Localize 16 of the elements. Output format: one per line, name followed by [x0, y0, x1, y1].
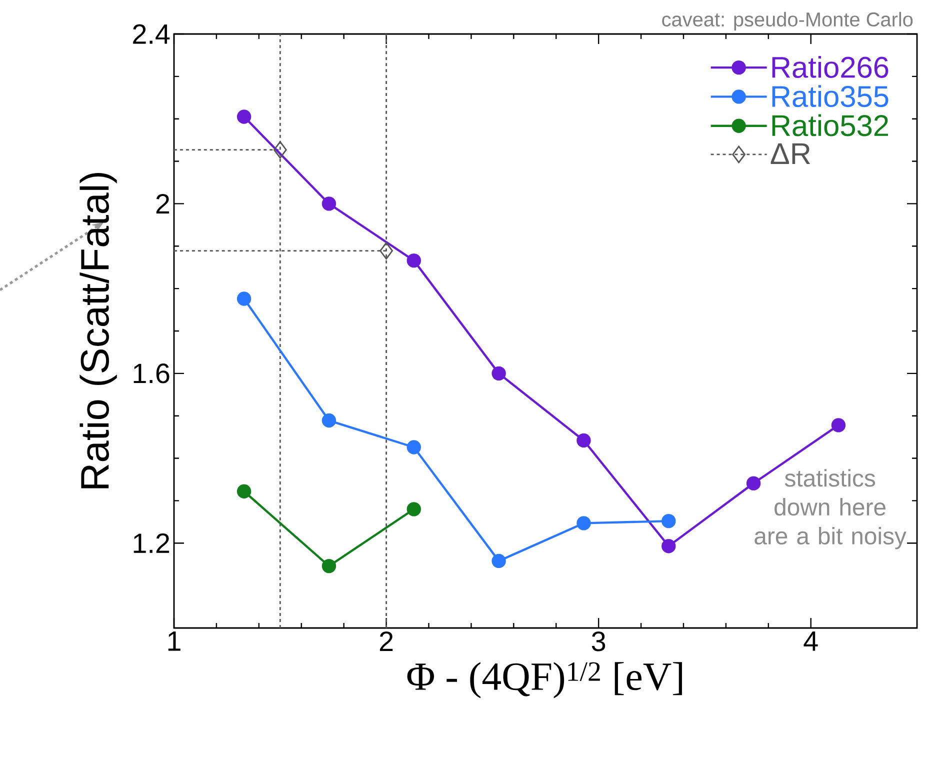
y-axis-title: Ratio (Scatt/Fatal)	[80, 172, 117, 488]
y-tick-label: 1.2	[134, 533, 170, 553]
legend-label: Ratio532	[772, 114, 888, 136]
x-tick-label: 2	[380, 632, 393, 651]
legend-label: ΔR	[770, 143, 810, 164]
x-tick-label: 3	[592, 632, 606, 652]
text: caveat: pseudo-Monte Carlo	[662, 12, 913, 30]
legend-label: Ratio266	[772, 56, 888, 78]
x-tick-label: 4	[804, 632, 818, 651]
legend-label: Ratio355	[772, 85, 888, 108]
y-tick-label: 2.4	[133, 24, 170, 44]
annotation: statistics down here are a bit noisy	[754, 469, 906, 550]
x-tick-label: 1	[168, 632, 180, 651]
x-axis-title: Φ - (4QF)$^{1/2}$ [eV]	[407, 662, 682, 698]
y-tick-label: 2	[156, 194, 170, 214]
y-tick-label: 1.6	[134, 364, 170, 384]
